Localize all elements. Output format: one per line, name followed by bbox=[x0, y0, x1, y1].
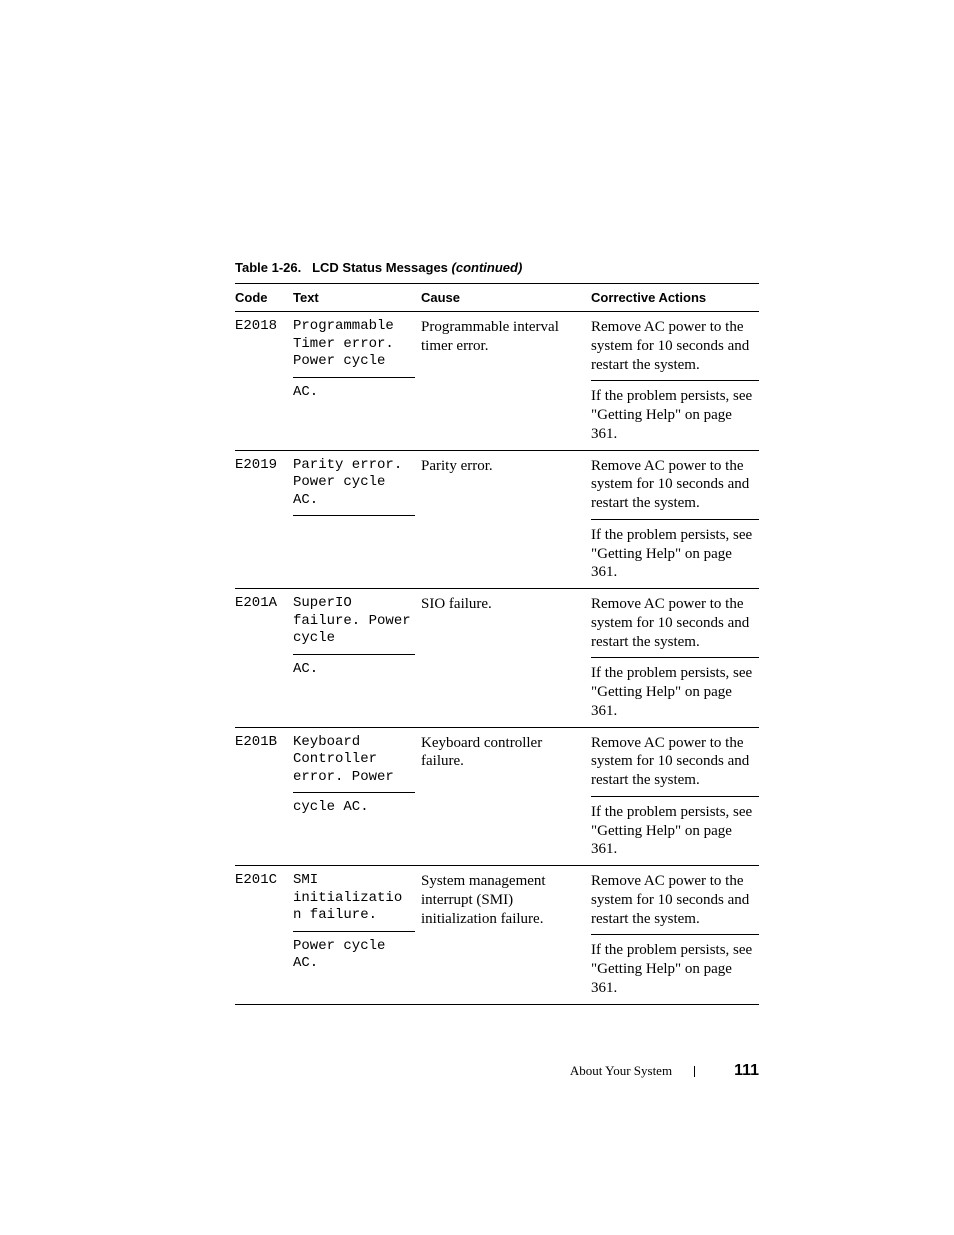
cell-text: SuperIO failure. Power cycle AC. bbox=[293, 589, 421, 728]
cell-text-bottom: AC. bbox=[293, 661, 415, 679]
cell-corrective-bottom: If the problem persists, see "Getting He… bbox=[591, 658, 759, 727]
page-footer: About Your System 111 bbox=[570, 1062, 759, 1080]
cell-text-top: SuperIO failure. Power cycle bbox=[293, 595, 415, 655]
col-header-corrective: Corrective Actions bbox=[591, 284, 759, 312]
cell-text: Parity error. Power cycle AC. bbox=[293, 450, 421, 589]
cell-corrective-top: Remove AC power to the system for 10 sec… bbox=[591, 589, 759, 658]
table-row: E2018 Programmable Timer error. Power cy… bbox=[235, 312, 759, 381]
table-body: E2018 Programmable Timer error. Power cy… bbox=[235, 312, 759, 1005]
table-row: E201C SMI initializatio n failure. Power… bbox=[235, 866, 759, 935]
cell-corrective-top: Remove AC power to the system for 10 sec… bbox=[591, 866, 759, 935]
cell-text-top: Keyboard Controller error. Power bbox=[293, 734, 415, 794]
cell-cause: SIO failure. bbox=[421, 589, 591, 728]
cell-corrective-top: Remove AC power to the system for 10 sec… bbox=[591, 312, 759, 381]
cell-code: E201C bbox=[235, 866, 293, 1005]
table-row: E201A SuperIO failure. Power cycle AC. S… bbox=[235, 589, 759, 658]
col-header-text: Text bbox=[293, 284, 421, 312]
cell-text-top: SMI initializatio n failure. bbox=[293, 872, 415, 932]
footer-page-number: 111 bbox=[734, 1062, 759, 1079]
document-page: Table 1-26. LCD Status Messages (continu… bbox=[0, 0, 954, 1235]
col-header-code: Code bbox=[235, 284, 293, 312]
table-caption: Table 1-26. LCD Status Messages (continu… bbox=[235, 260, 759, 275]
cell-corrective-bottom: If the problem persists, see "Getting He… bbox=[591, 381, 759, 450]
cell-text-top: Programmable Timer error. Power cycle bbox=[293, 318, 415, 378]
cell-corrective-bottom: If the problem persists, see "Getting He… bbox=[591, 935, 759, 1004]
cell-code: E201A bbox=[235, 589, 293, 728]
cell-cause: Keyboard controller failure. bbox=[421, 727, 591, 866]
cell-code: E201B bbox=[235, 727, 293, 866]
lcd-status-table: Code Text Cause Corrective Actions E2018… bbox=[235, 283, 759, 1005]
cell-text: SMI initializatio n failure. Power cycle… bbox=[293, 866, 421, 1005]
col-header-cause: Cause bbox=[421, 284, 591, 312]
cell-code: E2019 bbox=[235, 450, 293, 589]
caption-label: Table 1-26. bbox=[235, 260, 301, 275]
footer-separator bbox=[694, 1066, 695, 1077]
cell-text-bottom: cycle AC. bbox=[293, 799, 415, 817]
cell-text-top: Parity error. Power cycle AC. bbox=[293, 457, 415, 517]
cell-corrective-top: Remove AC power to the system for 10 sec… bbox=[591, 450, 759, 519]
table-header-row: Code Text Cause Corrective Actions bbox=[235, 284, 759, 312]
cell-text-bottom: AC. bbox=[293, 384, 415, 402]
caption-title: LCD Status Messages bbox=[312, 260, 448, 275]
cell-cause: Programmable interval timer error. bbox=[421, 312, 591, 451]
caption-continued: (continued) bbox=[452, 260, 523, 275]
cell-text: Keyboard Controller error. Power cycle A… bbox=[293, 727, 421, 866]
table-row: E201B Keyboard Controller error. Power c… bbox=[235, 727, 759, 796]
table-row: E2019 Parity error. Power cycle AC. Pari… bbox=[235, 450, 759, 519]
cell-corrective-top: Remove AC power to the system for 10 sec… bbox=[591, 727, 759, 796]
cell-code: E2018 bbox=[235, 312, 293, 451]
cell-cause: Parity error. bbox=[421, 450, 591, 589]
cell-corrective-bottom: If the problem persists, see "Getting He… bbox=[591, 519, 759, 588]
cell-corrective-bottom: If the problem persists, see "Getting He… bbox=[591, 796, 759, 865]
cell-cause: System management interrupt (SMI) initia… bbox=[421, 866, 591, 1005]
cell-text-bottom: Power cycle AC. bbox=[293, 938, 415, 973]
footer-section: About Your System bbox=[570, 1063, 672, 1078]
cell-text: Programmable Timer error. Power cycle AC… bbox=[293, 312, 421, 451]
